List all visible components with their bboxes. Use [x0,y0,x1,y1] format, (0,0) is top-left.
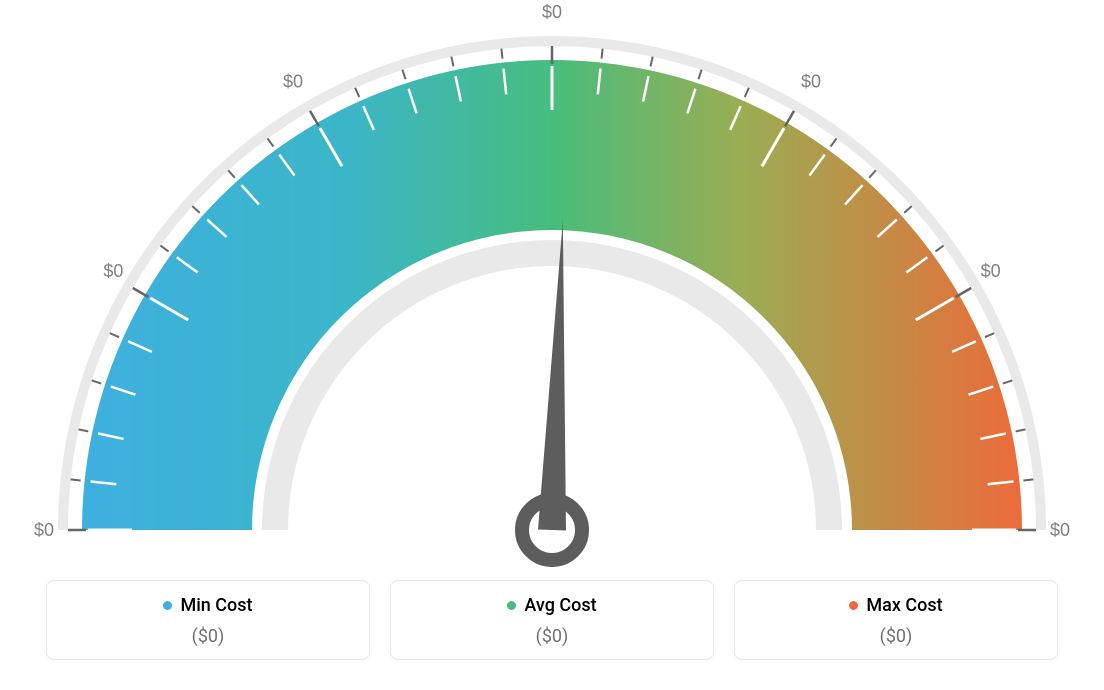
svg-text:$0: $0 [801,71,821,91]
legend-value-avg: ($0) [401,626,703,647]
legend-card-avg: Avg Cost ($0) [390,580,714,660]
legend-dot-min [163,601,172,610]
legend-dot-avg [507,601,516,610]
svg-text:$0: $0 [981,261,1001,281]
svg-text:$0: $0 [542,2,562,22]
svg-text:$0: $0 [103,261,123,281]
legend-row: Min Cost ($0) Avg Cost ($0) Max Cost ($0… [46,580,1058,660]
legend-label-avg: Avg Cost [524,595,596,616]
svg-text:$0: $0 [34,520,54,540]
svg-text:$0: $0 [283,71,303,91]
legend-label-min: Min Cost [180,595,252,616]
gauge-chart: $0 $0 $0 $0 $0 $0 $0 [0,0,1104,570]
cost-gauge-widget: $0 $0 $0 $0 $0 $0 $0 Min Cost ($0) Avg Cost ($… [0,0,1104,690]
legend-dot-max [849,601,858,610]
legend-value-min: ($0) [57,626,359,647]
svg-text:$0: $0 [1050,520,1070,540]
legend-value-max: ($0) [745,626,1047,647]
legend-card-max: Max Cost ($0) [734,580,1058,660]
legend-card-min: Min Cost ($0) [46,580,370,660]
legend-label-max: Max Cost [866,595,942,616]
